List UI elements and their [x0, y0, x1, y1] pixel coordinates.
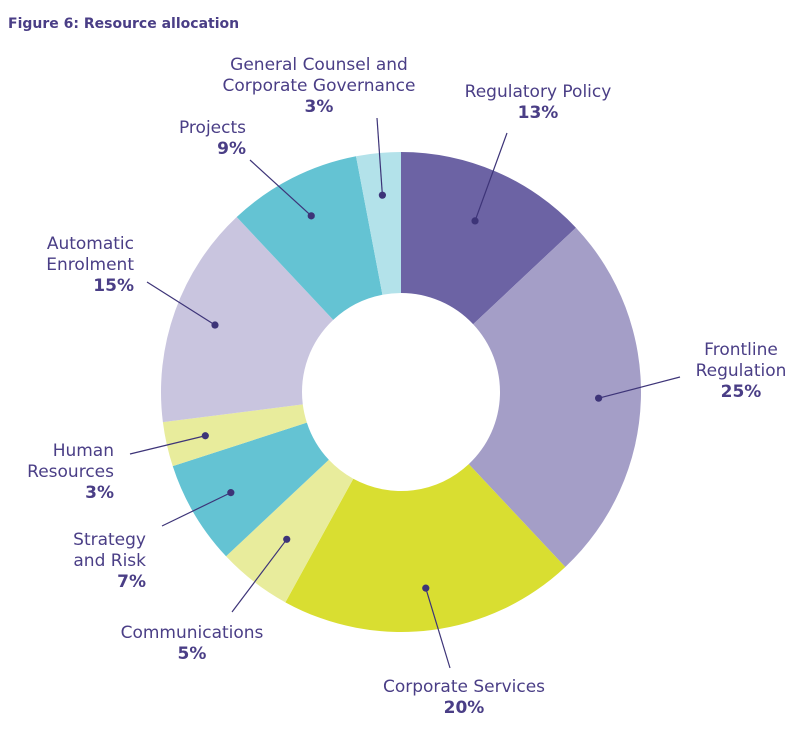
slice-label-name: Human Resources — [27, 441, 114, 482]
slice-label-value: 25% — [720, 382, 762, 402]
slice-label-name: Projects — [178, 118, 246, 138]
leader-line — [598, 376, 681, 399]
slice-label: Human Resources 3% — [27, 441, 114, 504]
leader-line — [231, 538, 288, 613]
slice-label-name: Regulatory Policy — [464, 82, 612, 102]
slice-label: Projects 9% — [179, 118, 246, 160]
slice-strategy-and-risk — [172, 422, 329, 557]
slice-label-value: 3% — [85, 483, 114, 503]
slice-human-resources — [162, 404, 307, 467]
leader-line — [146, 281, 216, 326]
leader-dot — [378, 191, 386, 199]
slice-label: Frontline Regulation 25% — [696, 340, 787, 403]
leader-dot — [471, 217, 479, 225]
leader-dot — [595, 394, 603, 402]
leader-lines — [129, 117, 681, 669]
slice-projects — [236, 156, 383, 320]
slice-label-name: Strategy and Risk — [73, 530, 146, 571]
slice-label-name: Automatic Enrolment — [46, 234, 134, 275]
slice-automatic-enrolment — [161, 217, 334, 423]
leader-dot — [201, 432, 209, 440]
slice-frontline-regulation — [468, 227, 641, 567]
slice-label-name: General Counsel and Corporate Governance — [222, 55, 416, 96]
leader-line — [474, 132, 508, 222]
slice-label: Communications 5% — [121, 623, 264, 665]
slice-label: Corporate Services 20% — [383, 677, 545, 719]
slice-label: Strategy and Risk 7% — [73, 530, 146, 593]
leader-line — [376, 117, 383, 196]
leader-line — [161, 492, 232, 527]
slice-label-value: 15% — [93, 276, 134, 296]
slice-label: General Counsel and Corporate Governance… — [223, 55, 416, 118]
slice-label-value: 5% — [177, 644, 207, 664]
slice-label-name: Corporate Services — [382, 677, 546, 697]
slice-label-name: Communications — [120, 623, 264, 643]
leader-dot — [283, 535, 291, 543]
leader-dot — [211, 321, 219, 329]
slice-label-value: 7% — [117, 572, 146, 592]
leader-dot — [227, 489, 235, 497]
leader-line — [425, 587, 451, 669]
slice-corporate-services — [285, 464, 566, 632]
slice-label-value: 9% — [217, 139, 246, 159]
donut-slices — [161, 152, 641, 632]
leader-dot — [307, 212, 315, 220]
slice-label: Automatic Enrolment 15% — [46, 234, 134, 297]
slice-regulatory-policy — [401, 152, 576, 325]
slice-communications — [226, 459, 354, 603]
leader-dot — [422, 584, 430, 592]
slice-label-name: Frontline Regulation — [695, 340, 787, 381]
slice-label: Regulatory Policy 13% — [465, 82, 612, 124]
slice-label-value: 13% — [517, 103, 559, 123]
leader-line — [129, 435, 206, 455]
slice-label-value: 3% — [304, 97, 334, 117]
slice-general-counsel-and-corporate-governance — [356, 152, 401, 295]
leader-line — [249, 159, 312, 217]
chart-title: Figure 6: Resource allocation — [8, 16, 240, 32]
slice-label-value: 20% — [443, 698, 485, 718]
